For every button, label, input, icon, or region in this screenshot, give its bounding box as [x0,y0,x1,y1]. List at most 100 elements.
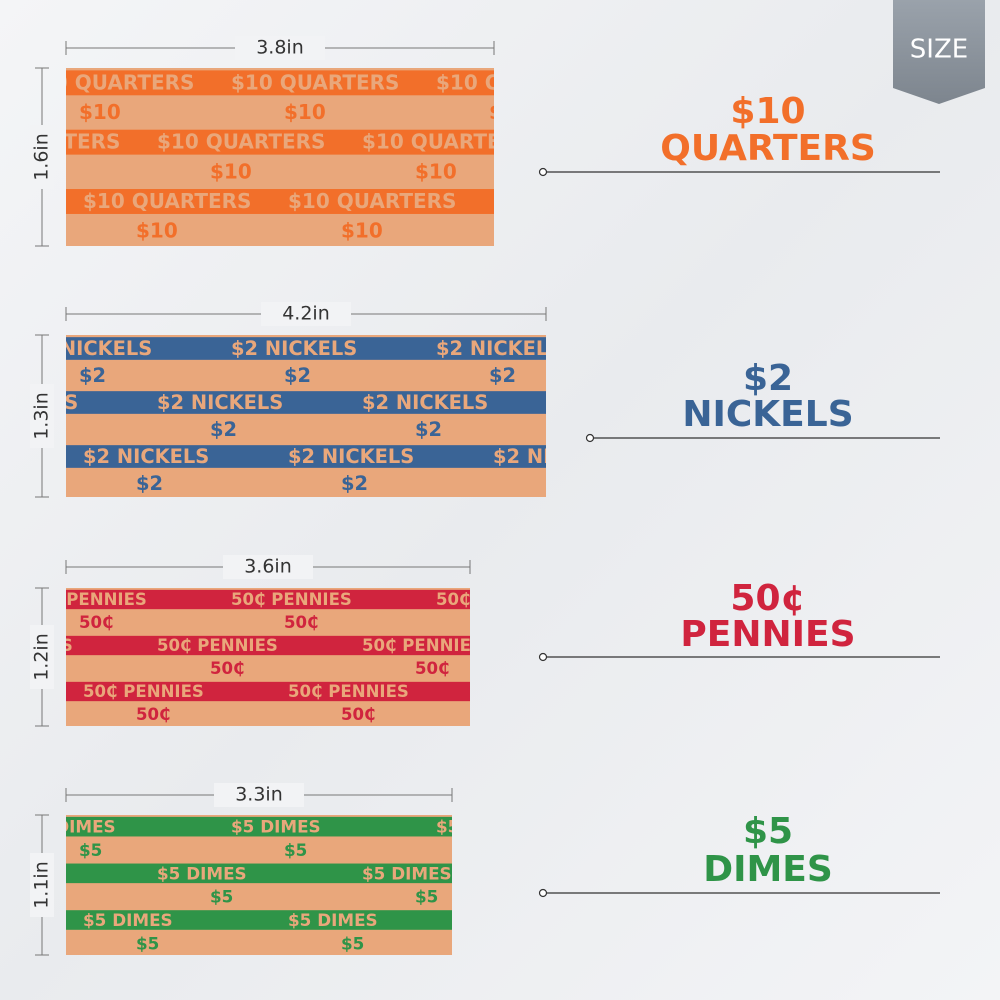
wrapper-base [66,815,452,955]
dim-label-bg [261,302,351,326]
wrapper-text: 50₵ PENNIES [26,590,147,609]
wrapper-amount: $5 [341,933,364,953]
wrapper-text: $5 DIMES [288,910,378,930]
title-line: 50¢ [730,578,805,619]
dim-label-bg [30,125,54,189]
wrapper-text: $10 QUARTERS [231,70,399,94]
wrapper-amount: $10 [415,159,457,183]
height-label: 1.3in [31,392,53,440]
wrapper-text: $2 NICKELS [288,445,414,468]
wrapper-text: $5 DIMES [362,863,452,883]
wrapper-text: 50₵ PENNIES [231,590,352,609]
wrapper-amount: $2 [284,364,311,387]
wrapper-text: 50₵ PENNIES [288,682,409,701]
size-item: $10 QUARTERS $10 QUARTERS $10 QUARTERS $10 … [0,36,940,247]
wrapper: $2 NICKELS $2 NICKELS $2 NICKELS $2 NICKELS… [0,335,619,497]
dim-label-bg [30,625,54,689]
wrapper-base [66,68,494,246]
wrapper-text: $10 QUARTERS [288,189,456,213]
size-item: 50₵ PENNIES 50₵ PENNIES 50₵ PENNIES 50₵ PEN… [0,555,940,727]
wrapper: $10 QUARTERS $10 QUARTERS $10 QUARTERS $10 … [0,68,661,246]
wrapper-amount: $5 [415,887,438,907]
wrapper-amount: $2 [341,472,368,495]
content: $10 QUARTERS $10 QUARTERS $10 QUARTERS $10 … [0,36,940,956]
stripe [66,635,470,656]
wrapper-amount: $10 [489,100,531,124]
width-label: 3.3in [235,784,283,806]
stripe [66,910,452,930]
wrapper-text: 50₵ PENNIES [436,590,557,609]
wrapper-text: 50₵ PENNIES [0,636,73,655]
wrapper-amount: $5 [210,887,233,907]
wrapper-amount: 50₵ [415,659,450,678]
wrapper-text: 50₵ PENNIES [157,636,278,655]
size-item: $2 NICKELS$2 NICKELS$2 NICKELS$2 NICKELS… [0,302,940,498]
width-label: 3.8in [256,37,304,59]
wrapper-amount: $10 [79,100,121,124]
wrapper-amount: 50₵ [341,705,376,724]
size-item: $5 DIMES$5 DIMES$5 DIMES$5 DIMES$5$5$5$5… [26,783,940,956]
pointer-dot [585,433,595,443]
pointer-dot [538,167,548,177]
wrapper: $5 DIMES $5 DIMES $5 DIMES $5 DIMES $5 $5 $5 $5… [26,815,526,955]
width-label: 4.2in [282,303,330,325]
wrapper-text: $2 NICKELS [362,391,488,414]
wrapper-text: $5 DIMES [436,817,526,837]
dim-label-bg [223,555,313,579]
stripe [66,70,494,96]
wrapper-amount: $2 [136,472,163,495]
stripe [66,129,494,155]
wrapper-text: $2 NICKELS [26,337,152,360]
wrapper-text: $10 QUARTERS [83,189,251,213]
wrapper-amount: $2 [79,364,106,387]
stripe [66,337,546,360]
badge [893,0,985,104]
wrapper-amount: $5 [79,840,102,860]
wrapper-text: $2 NICKELS [493,445,619,468]
wrapper-amount: 50₵ [210,659,245,678]
wrapper-base [66,335,546,497]
stripe [66,681,470,702]
dim-label-bg [214,783,304,807]
title-line: $5 [743,811,793,852]
wrapper-text: $2 NICKELS [0,391,78,414]
height-label: 1.6in [31,133,53,181]
wrapper-amount: $2 [210,418,237,441]
title-line: PENNIES [680,614,855,655]
stripe [66,391,546,414]
wrapper-amount: $2 [489,364,516,387]
title-line: NICKELS [682,394,853,435]
stripe [66,189,494,214]
pointer-dot [538,888,548,898]
wrapper-text: $10 QUARTERS [362,130,530,154]
wrapper-amount: $10 [136,219,178,243]
wrapper-text: 50₵ PENNIES [83,682,204,701]
title-line: $2 [743,358,793,399]
wrapper-text: $2 NICKELS [436,337,562,360]
title-line: QUARTERS [660,128,876,169]
wrapper-text: 50₵ PENNIES [362,636,483,655]
wrapper-text: $10 QUARTERS [157,130,325,154]
wrapper-amount: $10 [284,100,326,124]
wrapper-amount: 50₵ [136,705,171,724]
wrapper-text: $5 DIMES [157,863,247,883]
stripe [66,445,546,468]
wrapper-amount: 50₵ [79,613,114,632]
dim-label-bg [235,36,325,60]
width-label: 3.6in [244,556,292,578]
wrapper-text: $2 NICKELS [83,445,209,468]
dim-label-bg [30,853,54,917]
height-label: 1.2in [31,633,53,681]
wrapper-text: $5 DIMES [26,817,116,837]
wrapper-text: $10 QUARTERS [436,70,604,94]
wrapper-text: $2 NICKELS [231,337,357,360]
wrapper-text: $5 DIMES [231,817,321,837]
wrapper-amount: 50₵ [284,613,319,632]
wrapper-text: $10 QUARTERS [0,130,120,154]
wrapper-text: $10 QUARTERS [493,189,661,213]
stripe [66,863,452,884]
title-line: $10 [730,91,805,132]
title-line: DIMES [703,849,833,890]
wrapper-amount: $5 [284,840,307,860]
